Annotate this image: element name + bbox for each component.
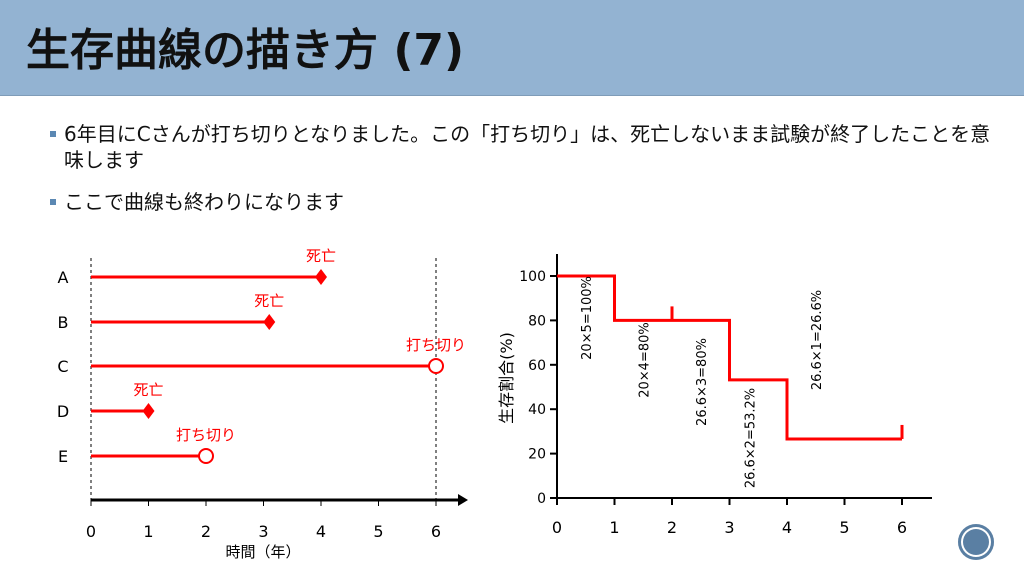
y-tick-label: 20 xyxy=(528,447,546,463)
bullet-2: ここで曲線も終わりになります xyxy=(50,189,994,215)
event-label: 打ち切り xyxy=(406,336,466,354)
death-marker-icon xyxy=(263,314,276,330)
page-title: 生存曲線の描き方 (7) xyxy=(26,25,465,76)
x-tick-label: 4 xyxy=(782,518,792,537)
x-tick-label: 0 xyxy=(552,518,562,537)
bullet-1: 6年目にCさんが打ち切りとなりました。この「打ち切り」は、死亡しないまま試験が終… xyxy=(50,121,994,173)
step-annotation: 20×4=80% xyxy=(637,322,652,398)
event-label: 死亡 xyxy=(254,292,284,310)
subject-label: C xyxy=(57,357,68,376)
y-tick-label: 60 xyxy=(528,358,546,374)
step-annotation: 20×5=100% xyxy=(580,276,595,360)
survival-curve xyxy=(557,274,902,441)
y-tick-label: 80 xyxy=(528,313,546,329)
x-tick-label: 4 xyxy=(316,522,326,541)
death-marker-icon xyxy=(142,403,155,419)
event-label: 打ち切り xyxy=(176,426,236,444)
censor-marker-icon xyxy=(198,448,214,464)
death-marker-icon xyxy=(315,269,327,285)
x-tick-label: 1 xyxy=(609,518,619,537)
subject-label: D xyxy=(57,402,69,421)
censor-marker-icon xyxy=(428,358,444,374)
subject-label: E xyxy=(58,447,68,466)
x-tick-label: 5 xyxy=(373,522,383,541)
bullet-icon xyxy=(50,199,56,205)
y-tick-label: 40 xyxy=(528,402,546,418)
event-label: 死亡 xyxy=(306,247,336,265)
y-tick-label: 100 xyxy=(519,269,546,285)
step-annotation: 26.6×2=53.2% xyxy=(744,388,759,488)
x-tick-label: 6 xyxy=(431,522,441,541)
logo-badge-icon xyxy=(958,524,994,560)
x-axis-label: 時間（年） xyxy=(225,543,300,561)
bullet-icon xyxy=(50,131,56,137)
x-tick-label: 2 xyxy=(667,518,677,537)
step-annotation: 26.6×3=80% xyxy=(695,338,710,426)
title-bar xyxy=(0,0,1024,96)
x-tick-label: 0 xyxy=(86,522,96,541)
x-tick-label: 3 xyxy=(258,522,268,541)
x-tick-label: 1 xyxy=(143,522,153,541)
y-axis-label: 生存割合(%) xyxy=(497,332,516,424)
subject-label: A xyxy=(58,268,69,287)
x-tick-label: 3 xyxy=(724,518,734,537)
y-tick-label: 0 xyxy=(537,491,546,507)
step-annotation: 26.6×1=26.6% xyxy=(810,290,825,390)
event-label: 死亡 xyxy=(133,381,163,399)
x-tick-label: 5 xyxy=(839,518,849,537)
x-tick-label: 6 xyxy=(897,518,907,537)
subject-label: B xyxy=(58,313,69,332)
x-tick-label: 2 xyxy=(201,522,211,541)
x-axis-arrow-icon xyxy=(458,494,468,506)
